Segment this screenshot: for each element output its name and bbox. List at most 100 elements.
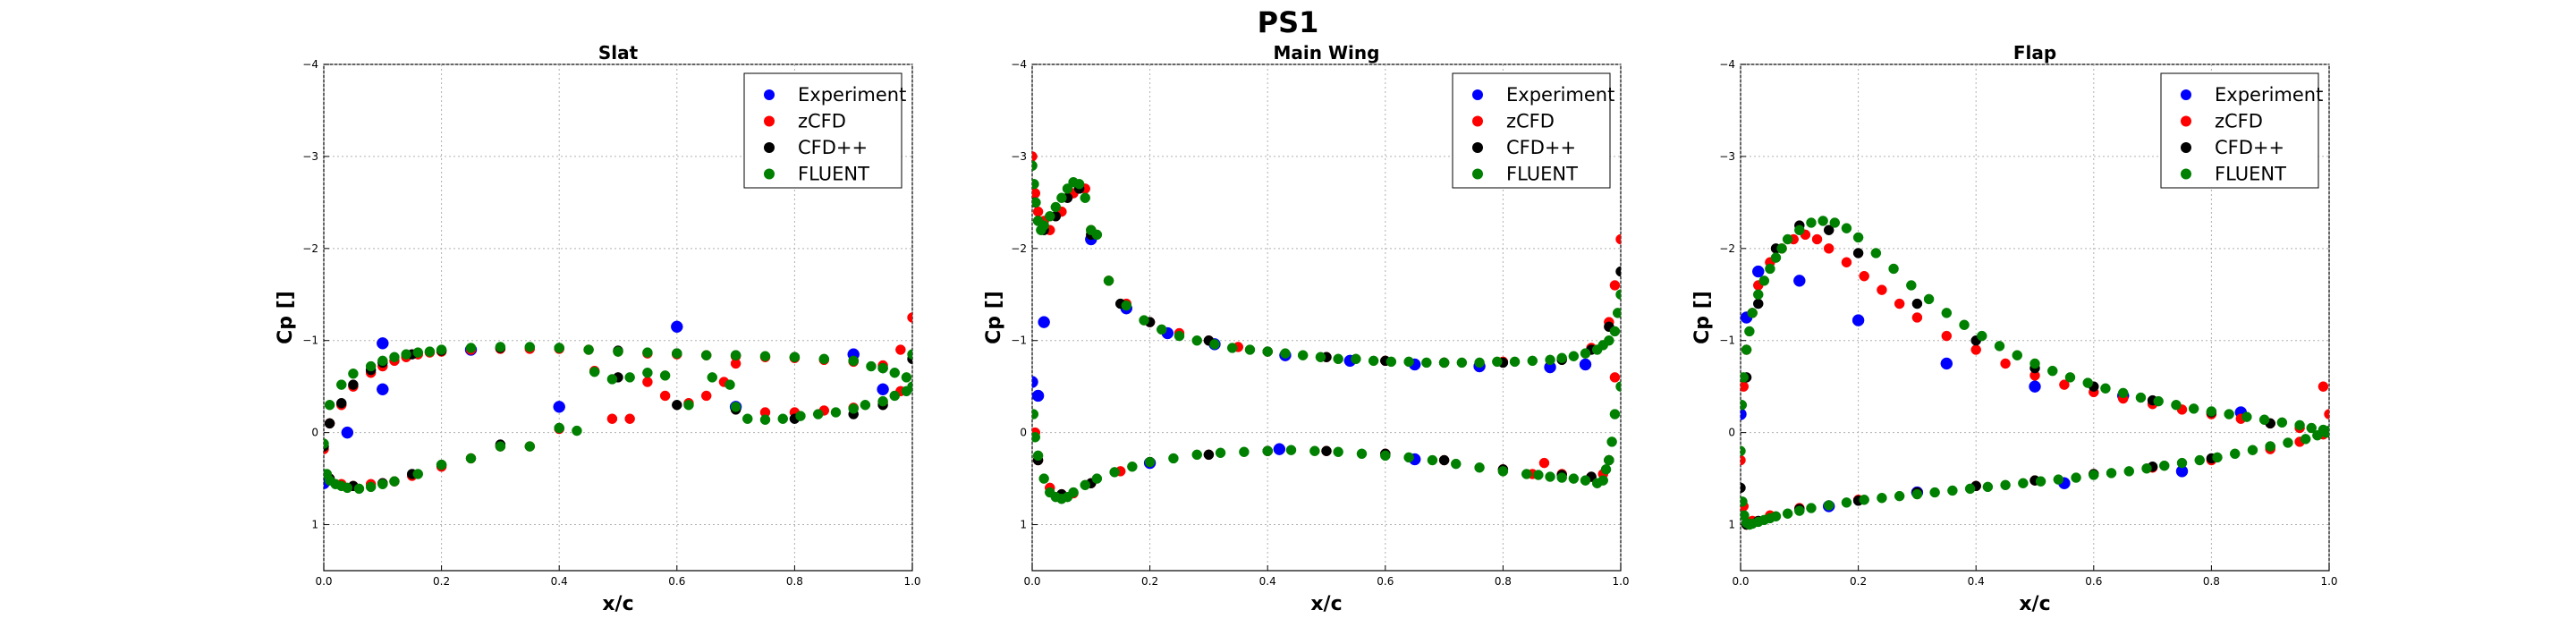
slat-point-fluent (730, 402, 741, 412)
slat-point-fluent (642, 347, 653, 358)
slat-point-fluent (324, 438, 329, 449)
main-wing-x-axis-label: x/c (1310, 593, 1342, 615)
main-wing-point-fluent (1351, 353, 1361, 365)
flap-point-zcfd (2318, 381, 2329, 392)
main-wing-data-points (1032, 151, 1621, 504)
main-wing-point-fluent (1044, 487, 1055, 498)
main-wing-point-fluent (1285, 445, 1297, 455)
slat-x-tick-label: 1.0 (903, 575, 920, 588)
slat-point-fluent (554, 343, 564, 353)
flap-point-fluent (1977, 330, 1987, 342)
main-wing-point-fluent (1421, 357, 1432, 369)
flap-point-zcfd (2324, 409, 2329, 419)
flap-point-fluent (2206, 406, 2217, 417)
flap-point-fluent (1758, 275, 1770, 286)
slat-point-fluent (866, 360, 877, 372)
flap-point-experiment (1751, 265, 1765, 278)
slat-point-zcfd (606, 413, 618, 424)
main-wing-point-fluent (1239, 446, 1250, 457)
main-wing-point-fluent (1368, 355, 1379, 367)
main-wing-point-fluent (1438, 357, 1450, 369)
main-wing-point-fluent (1474, 462, 1485, 473)
flap-point-fluent (2012, 350, 2023, 360)
slat-point-fluent (353, 483, 365, 495)
slat-point-fluent (848, 403, 859, 414)
main-wing-point-zcfd (1615, 233, 1621, 245)
main-wing-point-fluent (1032, 450, 1044, 462)
flap-point-fluent (1741, 496, 1748, 507)
main-wing-point-experiment (1273, 443, 1286, 455)
flap-point-fluent (2106, 468, 2117, 479)
panel-slat: 0.0 0.2 0.4 0.6 0.8 1.0 −4 −3 −2 −1 0 1 Slat x/c Cp []… (275, 42, 921, 615)
slat-x-tick-label: 0.8 (786, 575, 803, 588)
main-wing-point-fluent (1103, 275, 1114, 286)
flap-point-experiment (1852, 314, 1865, 326)
flap-point-fluent (1929, 487, 1940, 498)
flap-point-fluent (1906, 280, 1917, 291)
flap-legend-label-fluent: FLUENT (2215, 164, 2286, 185)
flap-point-cfd (1823, 225, 1835, 235)
flap-point-fluent (1859, 495, 1869, 505)
flap-point-fluent (2212, 452, 2223, 463)
flap-point-fluent (2029, 358, 2040, 369)
flap-point-fluent (1818, 216, 1828, 226)
flap-x-tick-label: 0.2 (1850, 575, 1867, 588)
main-wing-point-fluent (1032, 409, 1039, 419)
slat-point-experiment (553, 401, 565, 413)
main-wing-y-tick-label: −3 (1011, 150, 1027, 163)
flap-legend-marker-fluent (2181, 168, 2191, 180)
main-wing-point-fluent (1615, 381, 1621, 392)
slat-legend-marker-cfd (764, 142, 775, 153)
main-wing-legend-label-fluent: FLUENT (1506, 164, 1578, 185)
flap-point-fluent (1923, 293, 1935, 305)
slat-point-zcfd (907, 312, 912, 323)
flap-point-fluent (1877, 492, 1887, 504)
main-wing-point-fluent (1545, 471, 1555, 482)
slat-y-tick-label: −4 (302, 58, 318, 71)
main-wing-x-tick-label: 0.8 (1495, 575, 1512, 588)
slat-point-fluent (742, 413, 753, 424)
slat-point-fluent (759, 351, 771, 361)
flap-point-experiment (1940, 357, 1953, 370)
flap-point-fluent (2229, 448, 2241, 460)
main-wing-point-fluent (1580, 348, 1591, 359)
slat-point-fluent (412, 347, 424, 358)
slat-point-zcfd (700, 390, 712, 402)
slat-point-fluent (465, 343, 477, 353)
main-wing-point-fluent (1492, 356, 1503, 368)
slat-point-fluent (818, 353, 830, 365)
slat-point-fluent (889, 390, 901, 402)
main-wing-point-fluent (1568, 473, 1580, 484)
main-wing-point-fluent (1157, 324, 1167, 335)
flap-legend: Experiment zCFD CFD++ FLUENT (2160, 72, 2323, 189)
slat-legend-marker-experiment (764, 89, 775, 100)
flap-title: Flap (2013, 42, 2056, 64)
flap-point-fluent (2188, 403, 2199, 414)
main-wing-point-fluent (1050, 201, 1062, 213)
flap-point-fluent (2224, 409, 2234, 419)
main-wing-point-fluent (1315, 352, 1326, 363)
main-wing-point-fluent (1568, 351, 1580, 361)
slat-point-fluent (348, 369, 359, 379)
slat-data-points (324, 312, 912, 495)
flap-point-zcfd (1811, 233, 1823, 245)
main-wing-point-fluent (1380, 450, 1391, 462)
main-wing-point-fluent (1209, 339, 1220, 350)
main-wing-point-fluent (1403, 452, 1414, 463)
main-wing-point-fluent (1545, 354, 1555, 366)
main-wing-point-zcfd (1609, 280, 1621, 291)
main-wing-point-fluent (1497, 466, 1509, 477)
flap-point-fluent (1823, 500, 1835, 511)
flap-point-zcfd (1970, 344, 1981, 355)
slat-legend-label-experiment: Experiment (798, 84, 906, 106)
main-wing-point-fluent (1509, 356, 1521, 368)
main-wing-point-fluent (1297, 350, 1309, 360)
slat-y-tick-label: −2 (302, 242, 318, 255)
main-wing-point-fluent (1032, 197, 1041, 208)
flap-y-tick-label: 0 (1728, 427, 1735, 439)
main-wing-legend-label-experiment: Experiment (1506, 84, 1614, 106)
slat-point-fluent (642, 367, 653, 378)
slat-point-fluent (365, 481, 377, 493)
main-wing-point-fluent (1032, 179, 1039, 190)
slat-point-fluent (724, 379, 735, 390)
